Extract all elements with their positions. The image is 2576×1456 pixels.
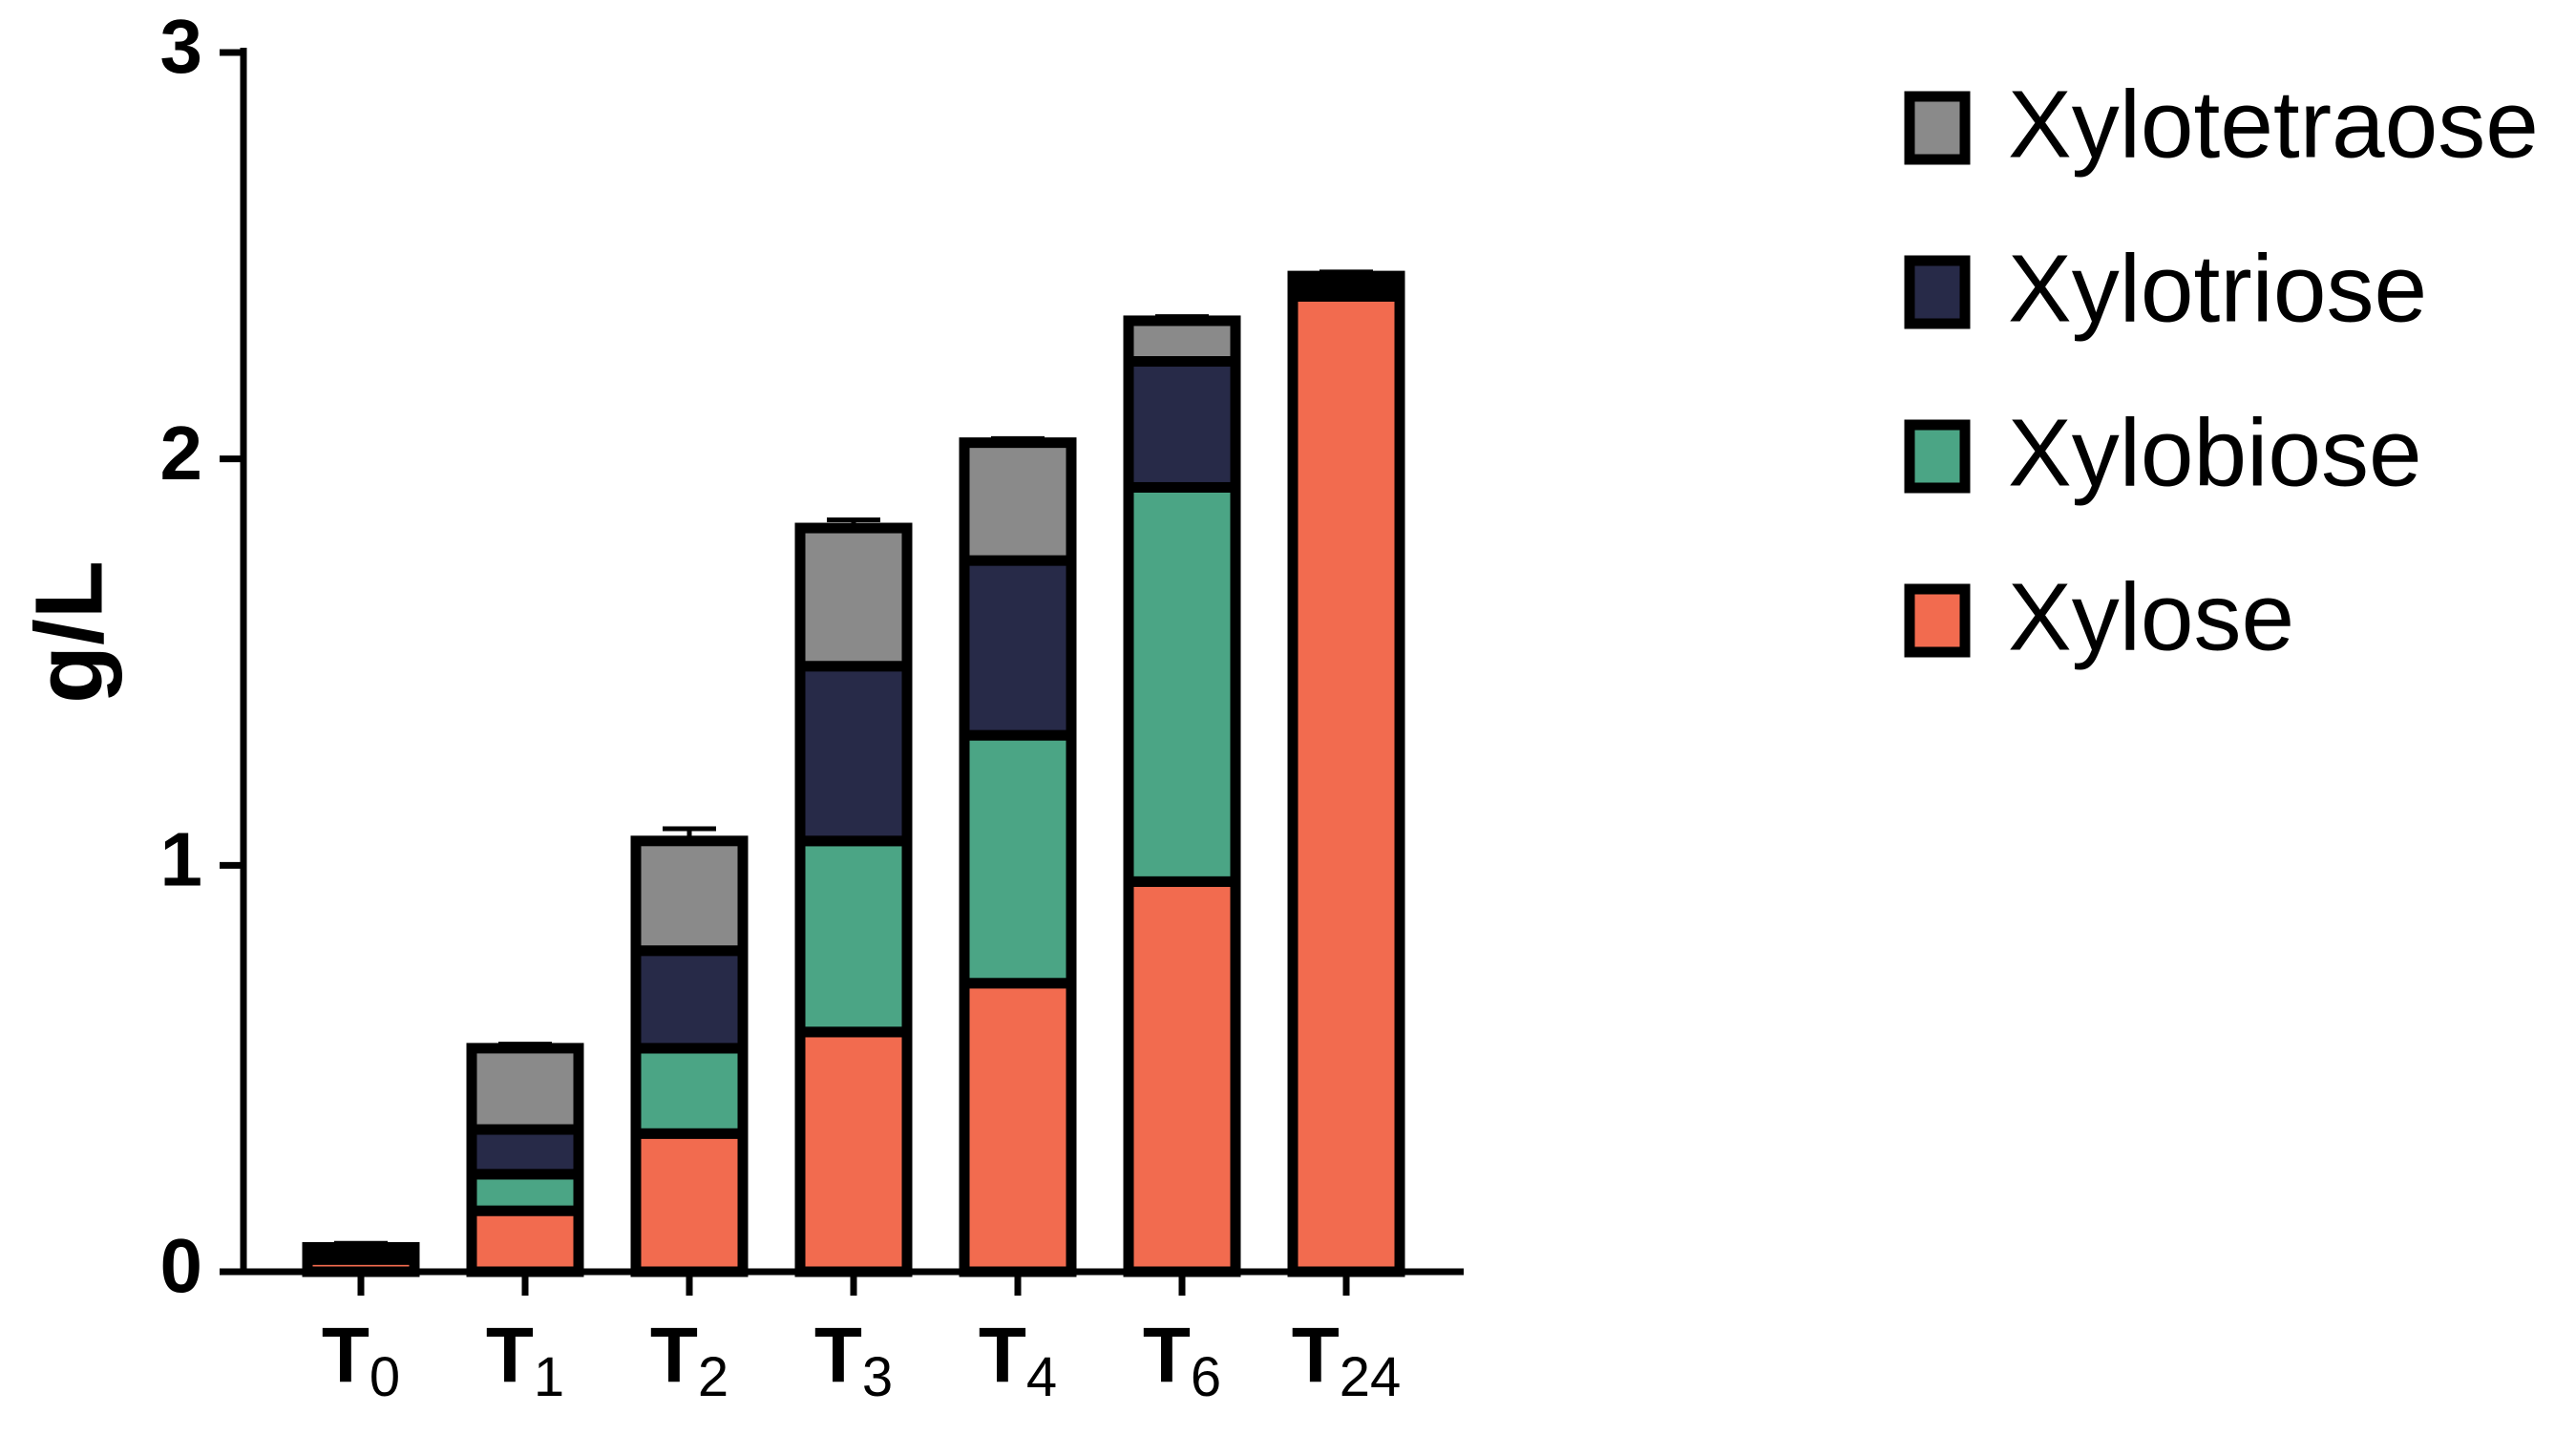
y-tick-label: 1 bbox=[160, 816, 203, 901]
bar-segment bbox=[794, 1026, 913, 1277]
bar-segment bbox=[794, 835, 913, 1038]
bar-segment bbox=[466, 1205, 584, 1277]
x-tick-label: T2 bbox=[650, 1312, 728, 1409]
x-tick-label: T3 bbox=[814, 1312, 893, 1409]
bar-segment bbox=[794, 522, 913, 672]
error-bar bbox=[991, 435, 1045, 443]
x-tick-label: T6 bbox=[1143, 1312, 1221, 1409]
bar-segment bbox=[302, 1241, 420, 1257]
error-bar bbox=[1320, 269, 1373, 277]
y-tick-label: 0 bbox=[160, 1223, 203, 1308]
legend-label: Xylobiose bbox=[2008, 399, 2422, 506]
error-bar bbox=[334, 1240, 388, 1248]
y-tick-label: 3 bbox=[160, 4, 203, 89]
x-tick-label: T1 bbox=[486, 1312, 564, 1409]
x-tick-label: T0 bbox=[322, 1312, 400, 1409]
error-bar bbox=[498, 1042, 552, 1048]
bar-segment bbox=[1123, 876, 1241, 1277]
bar-segment bbox=[630, 1128, 749, 1277]
bar-segment bbox=[466, 1169, 584, 1216]
y-axis-label: g/L bbox=[15, 560, 122, 704]
error-bar bbox=[663, 826, 716, 841]
legend-swatch bbox=[1904, 419, 1971, 494]
legend-swatch bbox=[1904, 91, 1971, 165]
bar-segment bbox=[630, 1043, 749, 1139]
bar-segment bbox=[959, 978, 1077, 1277]
legend-swatch bbox=[1904, 583, 1971, 658]
bar-segment bbox=[1123, 481, 1241, 887]
bar-segment bbox=[466, 1043, 584, 1135]
bar-segment bbox=[959, 555, 1077, 741]
legend-label: Xylotetraose bbox=[2008, 71, 2539, 178]
x-tick-label: T24 bbox=[1292, 1312, 1402, 1409]
y-tick-label: 2 bbox=[160, 411, 203, 496]
bar-segment bbox=[794, 661, 913, 847]
bar-segment bbox=[466, 1124, 584, 1180]
legend-swatch bbox=[1904, 255, 1971, 329]
bar-segment bbox=[959, 437, 1077, 566]
error-bar bbox=[1155, 314, 1209, 321]
legend-label: Xylose bbox=[2008, 563, 2294, 670]
bar-segment bbox=[1123, 315, 1241, 368]
plot-area bbox=[302, 269, 1405, 1277]
legend-label: Xylotriose bbox=[2008, 235, 2427, 342]
bar-segment bbox=[630, 835, 749, 957]
bar-segment bbox=[1123, 356, 1241, 493]
bar-segment bbox=[1287, 270, 1405, 290]
bar-segment bbox=[959, 729, 1077, 989]
bar-segment bbox=[630, 945, 749, 1054]
error-bar bbox=[827, 517, 880, 529]
bar-segment bbox=[1287, 290, 1405, 1277]
x-tick-label: T4 bbox=[979, 1312, 1057, 1409]
